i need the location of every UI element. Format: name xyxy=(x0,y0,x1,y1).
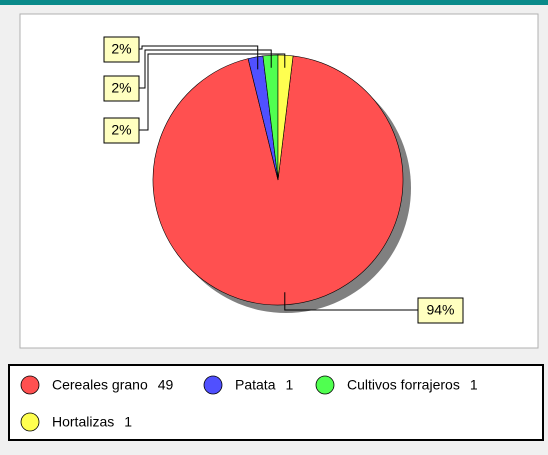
label-box xyxy=(103,117,140,144)
leader-line xyxy=(284,292,418,311)
data-label: 2% xyxy=(111,41,131,57)
legend-label: Cereales grano xyxy=(52,377,148,393)
legend-marker xyxy=(20,375,40,395)
label-box xyxy=(103,36,140,63)
legend xyxy=(8,364,544,441)
data-label: 94% xyxy=(426,302,454,318)
legend-marker xyxy=(203,375,223,395)
legend-value: 1 xyxy=(124,414,132,430)
legend-label: Patata xyxy=(235,377,276,393)
legend-label: Hortalizas xyxy=(52,414,114,430)
label-box xyxy=(103,75,140,102)
pie-slice xyxy=(277,54,294,181)
legend-marker xyxy=(20,412,40,432)
legend-value: 1 xyxy=(470,377,478,393)
data-label: 2% xyxy=(111,80,131,96)
data-label: 2% xyxy=(111,122,131,138)
legend-marker xyxy=(315,375,335,395)
pie-slice xyxy=(152,55,404,306)
top-bar xyxy=(0,0,548,5)
leader-line xyxy=(139,49,272,89)
legend-value: 1 xyxy=(285,377,293,393)
label-box xyxy=(417,297,464,324)
leader-line xyxy=(139,53,286,131)
legend-value: 49 xyxy=(158,377,174,393)
legend-label: Cultivos forrajeros xyxy=(347,377,460,393)
